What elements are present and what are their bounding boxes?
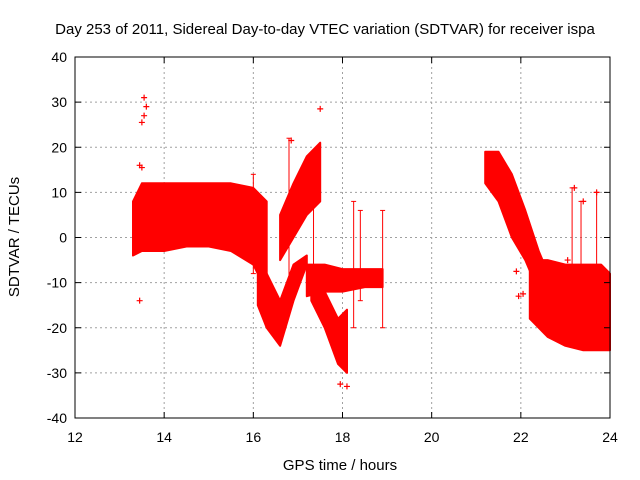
data-point: [136, 297, 143, 304]
data-band: [528, 259, 611, 352]
data-point: [337, 381, 344, 388]
data-point: [515, 293, 522, 300]
y-tick-label: 0: [59, 230, 67, 246]
x-tick-label: 16: [246, 429, 262, 445]
data-point: [343, 383, 350, 390]
data-point: [520, 290, 527, 297]
y-tick-label: -40: [47, 410, 67, 426]
y-tick-label: -10: [47, 275, 67, 291]
data-point: [317, 105, 324, 112]
x-tick-label: 20: [424, 429, 440, 445]
axis-ticks: 12 14 16 18 20 22 24 -40 -30 -20 -10 0 10 20 30 40: [47, 49, 618, 445]
data-point: [288, 137, 295, 144]
data-point: [141, 94, 148, 101]
y-axis-label: SDTVAR / TECUs: [6, 177, 23, 297]
data-band: [132, 182, 268, 293]
data-point: [138, 119, 145, 126]
y-tick-label: 20: [51, 139, 67, 155]
data-point: [143, 103, 150, 110]
y-tick-label: 30: [51, 94, 67, 110]
y-tick-label: -20: [47, 320, 67, 336]
x-tick-label: 12: [67, 429, 83, 445]
data-series: [132, 94, 611, 390]
x-tick-label: 24: [602, 429, 618, 445]
data-point: [138, 164, 145, 171]
x-tick-label: 22: [513, 429, 529, 445]
data-band: [310, 272, 348, 374]
data-point: [564, 257, 571, 264]
y-tick-label: 10: [51, 184, 67, 200]
data-point: [141, 112, 148, 119]
data-point: [571, 184, 578, 191]
x-tick-label: 18: [335, 429, 351, 445]
data-band: [279, 141, 322, 262]
data-point: [593, 189, 600, 196]
y-tick-label: 40: [51, 49, 67, 65]
y-tick-label: -30: [47, 365, 67, 381]
data-point: [513, 268, 520, 275]
x-tick-label: 14: [156, 429, 172, 445]
chart-title: Day 253 of 2011, Sidereal Day-to-day VTE…: [55, 21, 595, 38]
x-axis-label: GPS time / hours: [283, 457, 397, 474]
data-point: [580, 198, 587, 205]
